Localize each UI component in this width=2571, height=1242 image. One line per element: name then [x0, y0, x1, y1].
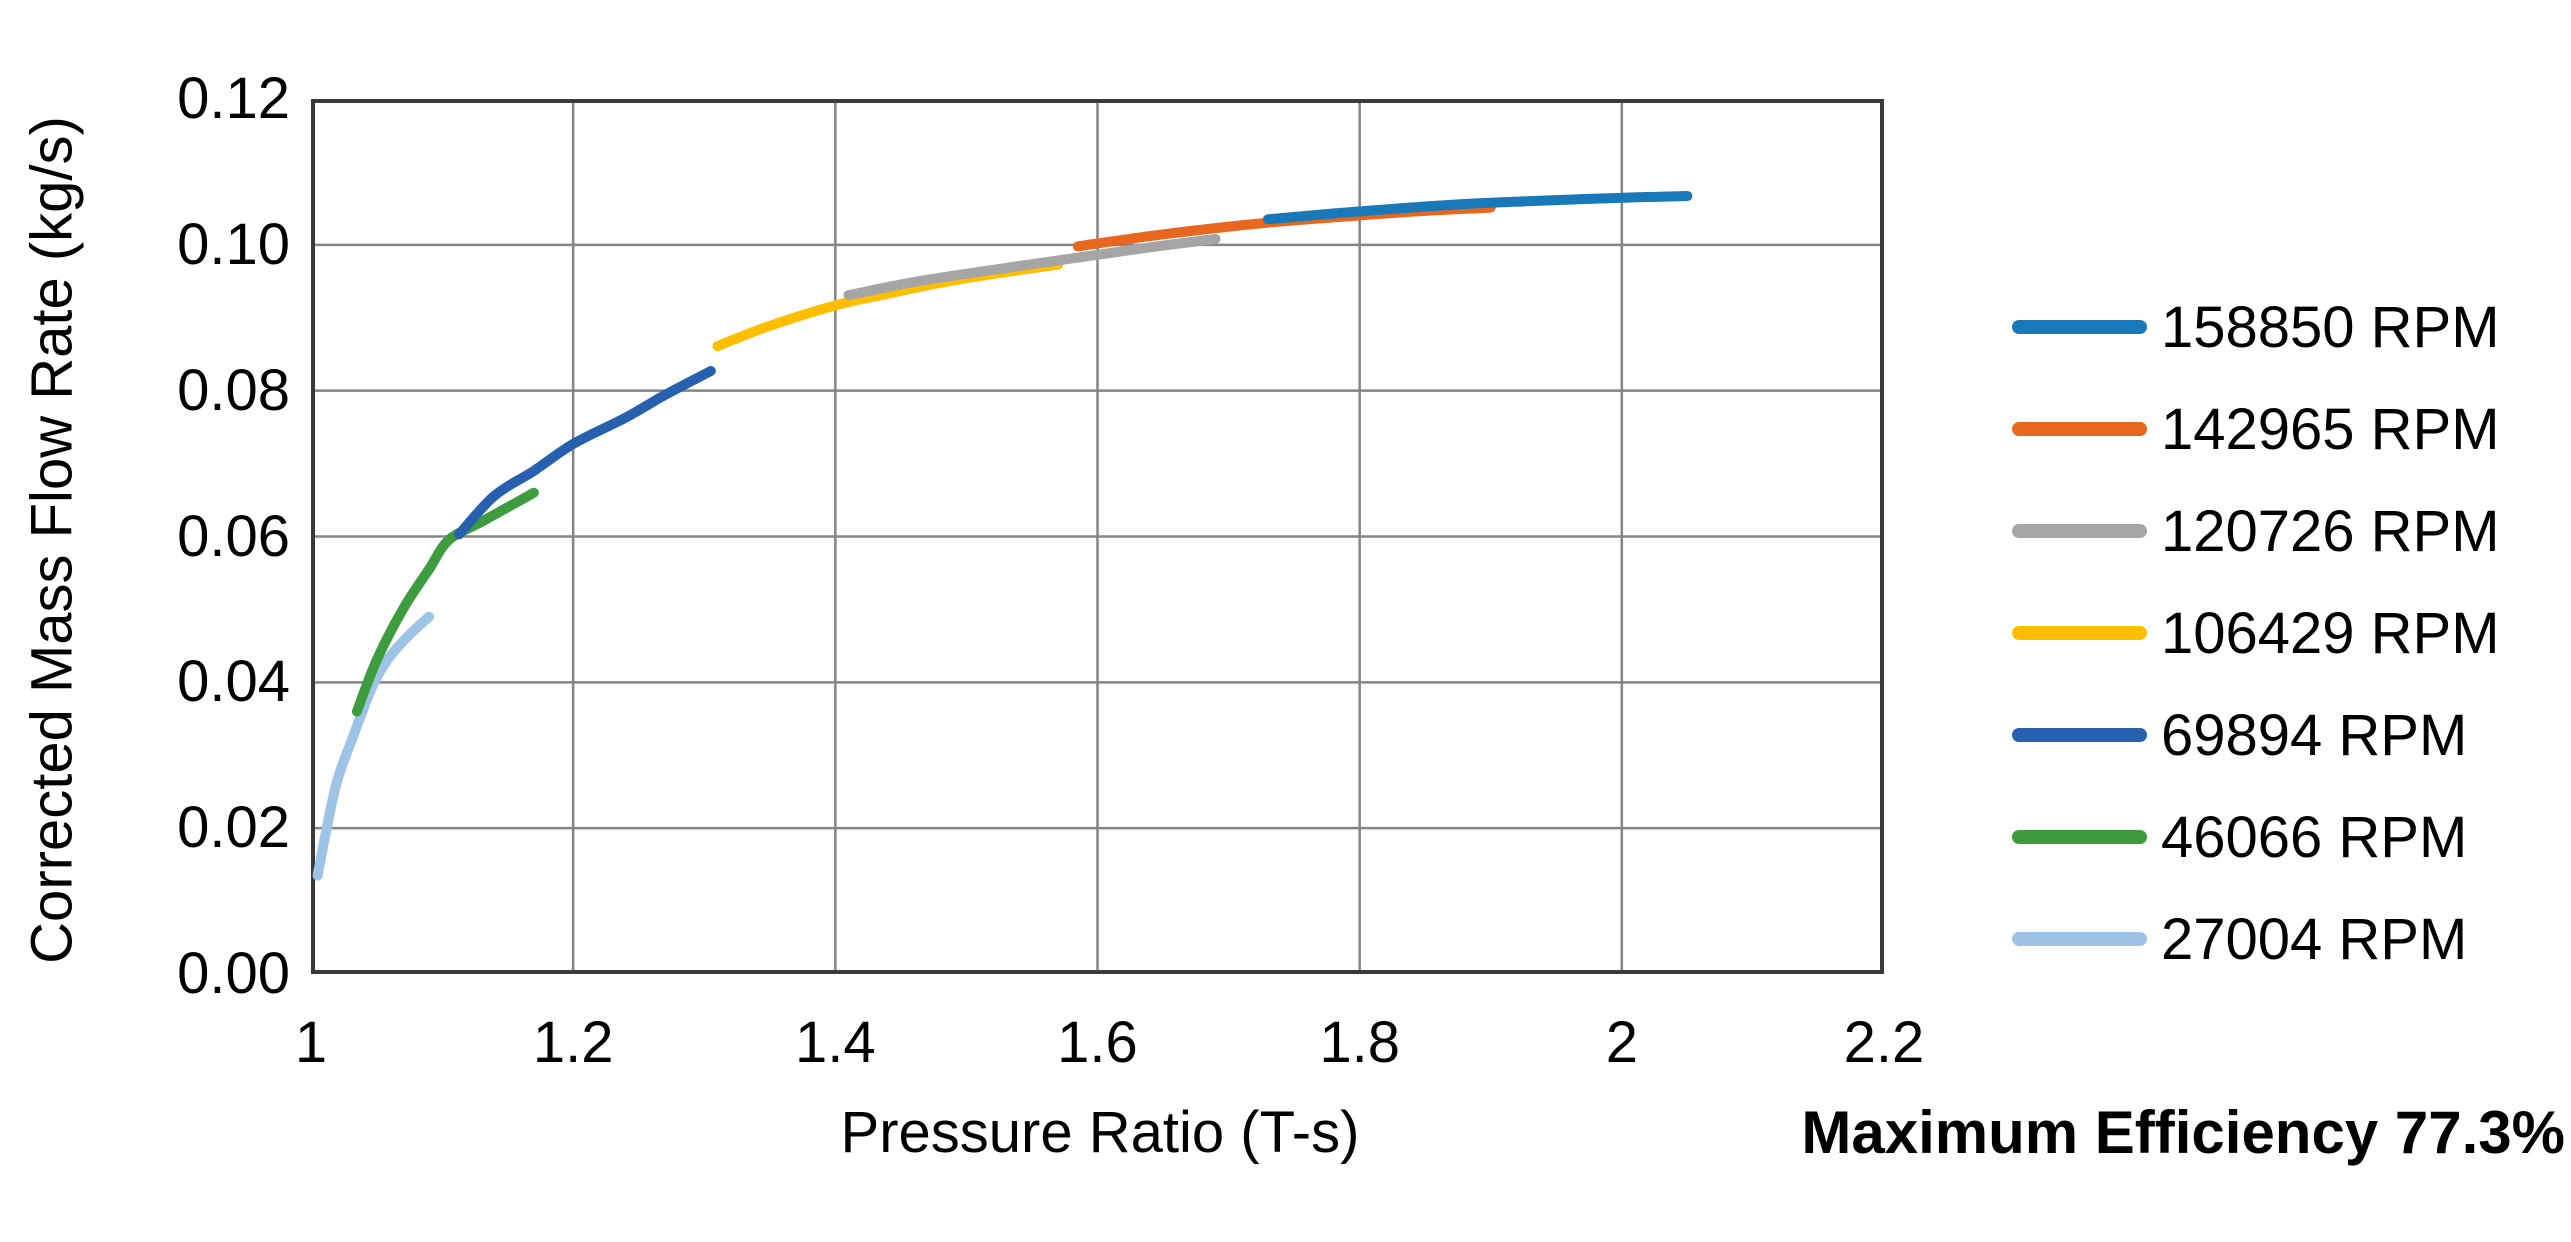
- legend-item: 27004 RPM: [2012, 888, 2500, 990]
- legend-line-swatch: [2012, 830, 2147, 844]
- y-tick-label: 0.06: [177, 503, 290, 569]
- y-tick-label: 0.00: [177, 941, 290, 1006]
- legend-line-swatch: [2012, 320, 2147, 334]
- speed-line-69894-rpm: [454, 366, 716, 540]
- legend-item: 158850 RPM: [2012, 276, 2500, 378]
- legend-item: 69894 RPM: [2012, 684, 2500, 786]
- x-tick-label: 1.2: [532, 1010, 614, 1075]
- x-tick-label: 2: [1605, 1010, 1638, 1075]
- legend-label: 158850 RPM: [2161, 294, 2500, 360]
- y-tick-label: 0.10: [177, 211, 290, 277]
- x-axis-title: Pressure Ratio (T-s): [840, 1100, 1360, 1165]
- legend-label: 69894 RPM: [2161, 702, 2468, 768]
- legend-line-swatch: [2012, 932, 2147, 946]
- legend-item: 106429 RPM: [2012, 582, 2500, 684]
- legend-item: 46066 RPM: [2012, 786, 2500, 888]
- speed-line-27004-rpm: [312, 611, 434, 881]
- speed-line-120726-rpm: [843, 234, 1221, 301]
- x-tick-label: 1.6: [1057, 1010, 1138, 1075]
- legend-label: 27004 RPM: [2161, 906, 2468, 972]
- legend-line-swatch: [2012, 422, 2147, 436]
- legend-label: 106429 RPM: [2161, 600, 2500, 666]
- y-tick-label: 0.12: [177, 66, 290, 131]
- legend-line-swatch: [2012, 524, 2147, 538]
- y-tick-label: 0.08: [177, 357, 290, 423]
- speed-line-106429-rpm: [712, 259, 1064, 352]
- legend-label: 46066 RPM: [2161, 804, 2468, 870]
- plot-frame: [311, 99, 1884, 974]
- x-tick-label: 1.4: [795, 1010, 876, 1075]
- y-tick-label: 0.02: [177, 795, 290, 861]
- legend-item: 142965 RPM: [2012, 378, 2500, 480]
- legend-line-swatch: [2012, 728, 2147, 742]
- legend-label: 142965 RPM: [2161, 396, 2500, 462]
- speed-line-46066-rpm: [351, 487, 539, 717]
- x-tick-label: 1: [294, 1010, 328, 1075]
- legend-label: 120726 RPM: [2161, 498, 2500, 564]
- legend-line-swatch: [2012, 626, 2147, 640]
- legend: 158850 RPM 142965 RPM 120726 RPM 106429 RPM…: [2012, 276, 2500, 990]
- x-tick-label: 2.2: [1843, 1010, 1925, 1075]
- x-tick-label: 1.8: [1319, 1010, 1400, 1075]
- y-tick-label: 0.04: [177, 649, 290, 715]
- plot-area: [311, 99, 1884, 974]
- max-efficiency-annotation: Maximum Efficiency 77.3%: [1801, 1099, 2565, 1166]
- speed-line-158850-rpm: [1262, 191, 1693, 225]
- legend-item: 120726 RPM: [2012, 480, 2500, 582]
